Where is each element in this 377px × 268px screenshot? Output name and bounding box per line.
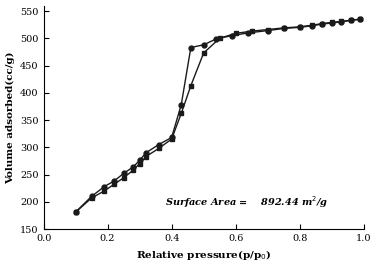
Y-axis label: Volume adsorbed(cc/g): Volume adsorbed(cc/g) xyxy=(6,51,15,184)
X-axis label: Relative pressure(p/p$_0$): Relative pressure(p/p$_0$) xyxy=(136,248,271,262)
Text: Surface Area =    892.44 m$^2$/g: Surface Area = 892.44 m$^2$/g xyxy=(165,194,329,210)
